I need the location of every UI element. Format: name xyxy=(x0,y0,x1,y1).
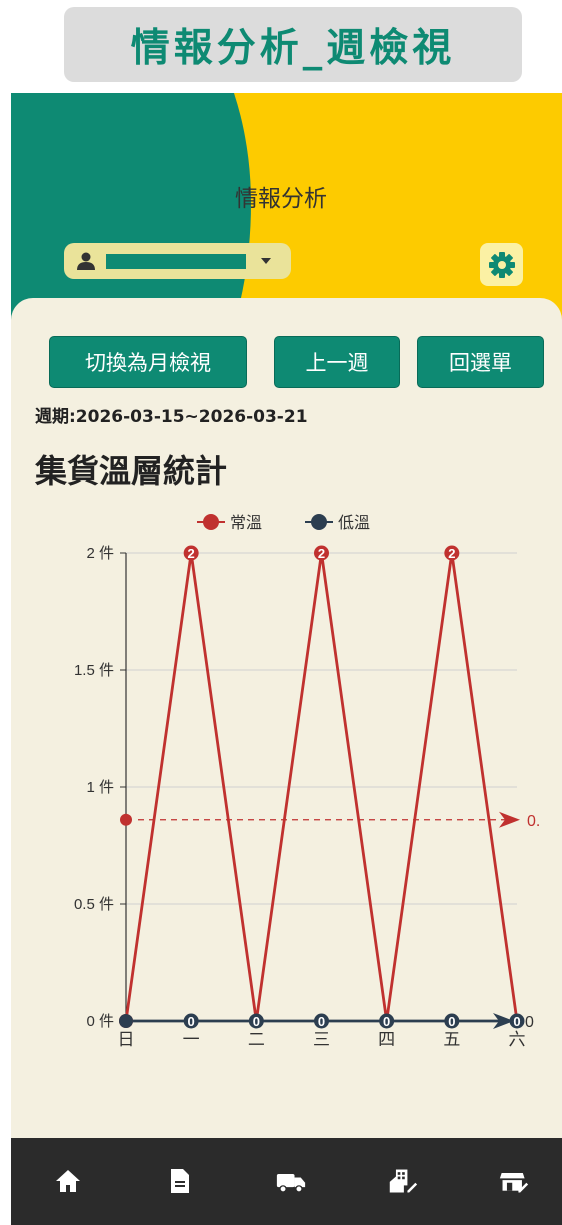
switch-month-view-button[interactable]: 切換為月檢視 xyxy=(49,336,247,388)
average-label: 0. xyxy=(527,813,540,830)
data-point xyxy=(444,545,460,561)
x-tick-label: 一 xyxy=(183,1030,200,1050)
x-tick-label: 六 xyxy=(509,1030,526,1050)
data-label: 0 xyxy=(383,1014,390,1029)
page-banner: 情報分析_週檢視 xyxy=(64,7,522,82)
user-icon xyxy=(77,252,95,270)
main-content: 切換為月檢視 上一週 回選單 週期:2026-03-15~2026-03-21 … xyxy=(11,298,562,1158)
data-label: 0 xyxy=(513,1014,520,1029)
chevron-down-icon xyxy=(261,258,271,264)
average-arrow xyxy=(499,811,520,828)
user-name-redacted xyxy=(106,254,246,269)
x-tick-label: 日 xyxy=(118,1030,135,1050)
bottom-nav xyxy=(11,1138,562,1225)
y-tick-label: 0 件 xyxy=(86,1013,114,1030)
building-edit-icon[interactable] xyxy=(388,1166,418,1196)
settings-button[interactable] xyxy=(480,243,523,286)
legend-marker xyxy=(311,514,327,530)
banner-title: 情報分析_週檢視 xyxy=(130,25,456,71)
header-title: 情報分析 xyxy=(235,186,327,212)
y-tick-label: 0.5 件 xyxy=(74,896,114,913)
period-label: 週期:2026-03-15~2026-03-21 xyxy=(35,407,308,427)
trend-arrow xyxy=(493,1013,514,1029)
data-label: 2 xyxy=(188,546,195,561)
y-tick-label: 1 件 xyxy=(86,779,114,796)
data-point xyxy=(119,1014,133,1028)
previous-week-button[interactable]: 上一週 xyxy=(274,336,400,388)
data-point xyxy=(248,1013,264,1029)
home-icon[interactable] xyxy=(53,1166,83,1196)
user-selector[interactable] xyxy=(64,243,291,279)
header-teal-shape xyxy=(11,93,251,333)
x-tick-label: 五 xyxy=(443,1030,460,1050)
data-label: 2 xyxy=(448,546,455,561)
data-label: 0 xyxy=(188,1014,195,1029)
data-label: 0 xyxy=(318,1014,325,1029)
data-label: 0 xyxy=(448,1014,455,1029)
store-edit-icon[interactable] xyxy=(499,1166,529,1196)
data-point xyxy=(444,1013,460,1029)
app-header: 情報分析 xyxy=(11,93,562,333)
legend-label: 常溫 xyxy=(230,513,262,532)
line-chart: 0 件0.5 件1 件1.5 件2 件日一二三四五六常溫 低溫0.2 2 20 0 0 0 0… xyxy=(74,513,540,1050)
y-tick-label: 2 件 xyxy=(86,545,114,562)
section-title: 集貨溫層統計 xyxy=(35,452,228,490)
gear-icon xyxy=(488,251,515,278)
data-point xyxy=(509,1013,525,1029)
y-tick-label: 1.5 件 xyxy=(74,662,114,679)
data-point xyxy=(314,1013,329,1029)
legend-label: 低溫 xyxy=(338,513,370,532)
trend-label: 0 xyxy=(525,1014,534,1031)
data-label: 2 xyxy=(318,546,325,561)
truck-icon[interactable] xyxy=(276,1166,306,1196)
app-screen: 情報分析 切換為月檢視 上一週 回 xyxy=(11,93,562,1225)
legend-marker xyxy=(203,514,219,530)
data-point xyxy=(183,545,199,561)
x-tick-label: 二 xyxy=(248,1030,265,1050)
average-start-marker xyxy=(120,813,132,826)
x-tick-label: 三 xyxy=(313,1030,330,1050)
data-point xyxy=(314,545,329,561)
document-icon[interactable] xyxy=(165,1166,195,1196)
data-label: 0 xyxy=(253,1014,260,1029)
data-point xyxy=(379,1013,395,1029)
data-point xyxy=(183,1013,199,1029)
x-tick-label: 四 xyxy=(378,1030,395,1050)
back-to-menu-button[interactable]: 回選單 xyxy=(417,336,544,388)
